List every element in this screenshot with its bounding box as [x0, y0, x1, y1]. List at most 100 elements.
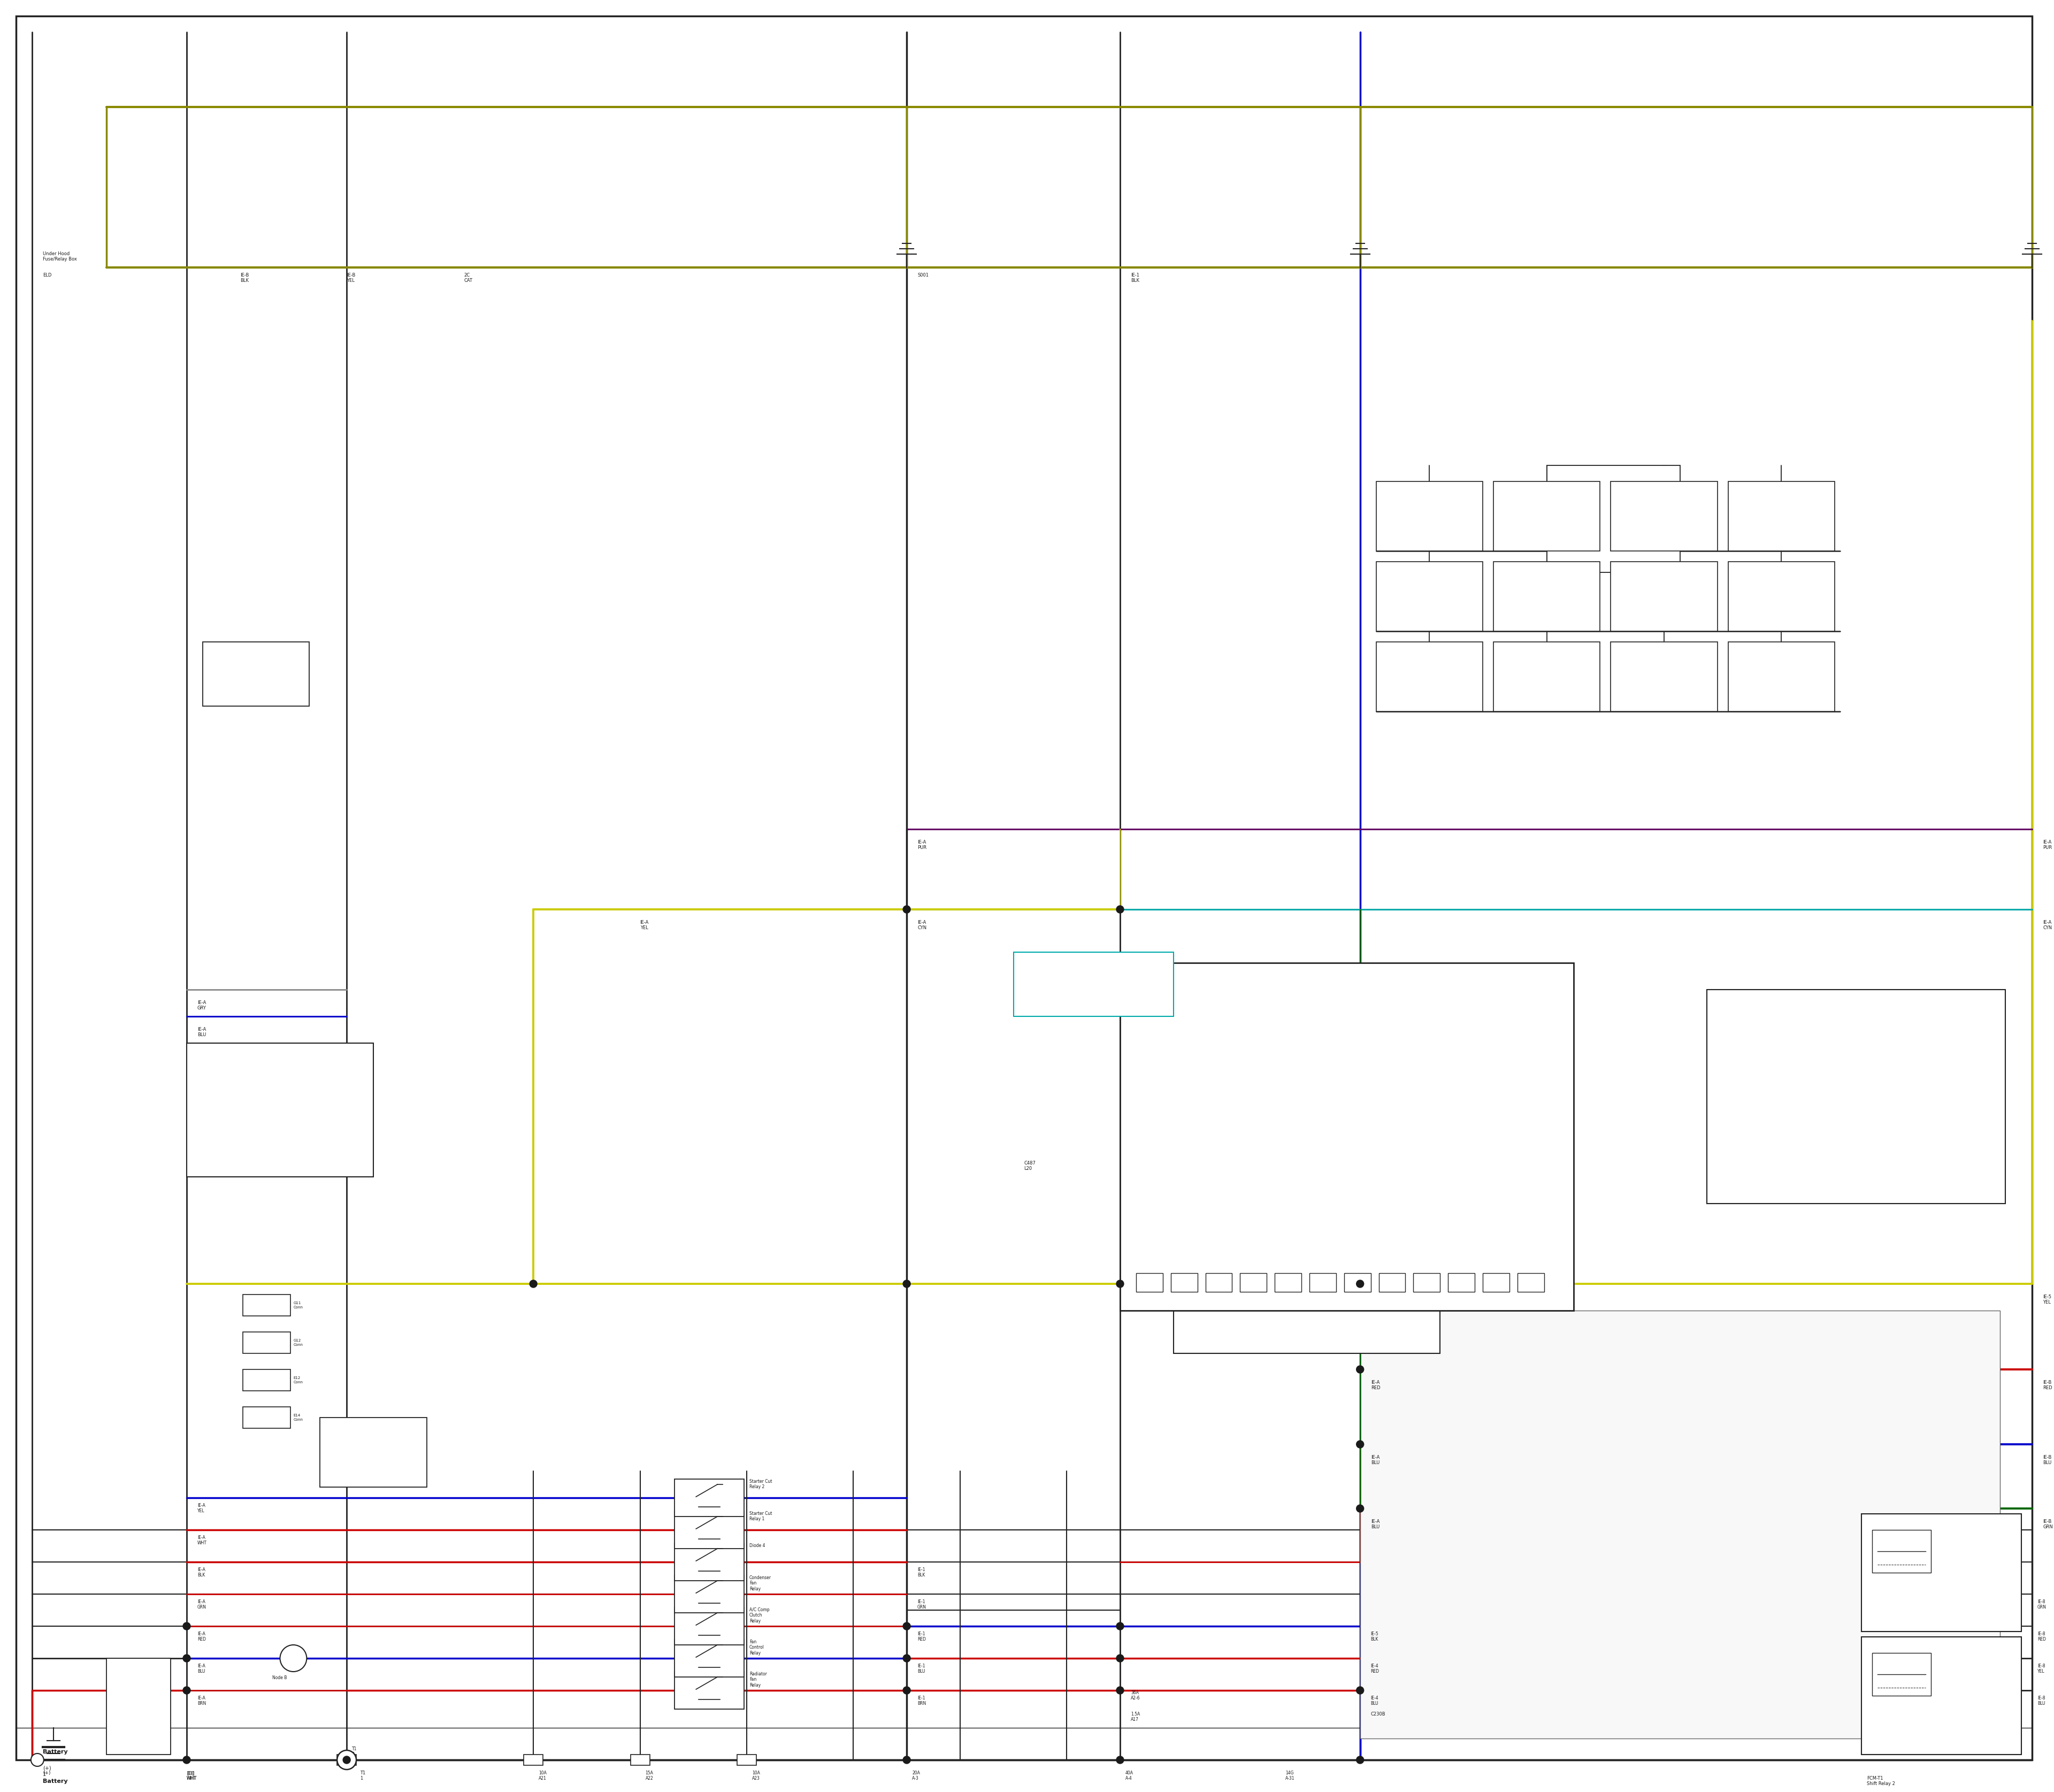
Bar	[1518, 1272, 1545, 1292]
Bar	[320, 1417, 427, 1487]
Bar	[1610, 561, 1717, 631]
Text: IE-A
BLU: IE-A BLU	[197, 1027, 205, 1038]
Text: A/C
Relay: A/C Relay	[1497, 566, 1508, 573]
Bar	[737, 1754, 756, 1765]
Text: IG2
Relay: IG2 Relay	[1380, 647, 1391, 652]
Circle shape	[904, 1622, 910, 1631]
Text: E12
Conn: E12 Conn	[294, 1376, 304, 1383]
Bar	[1206, 1272, 1232, 1292]
Text: L1: L1	[1871, 1641, 1877, 1647]
Text: Rear
Defrst
Relay: Rear Defrst Relay	[1732, 566, 1744, 577]
Bar	[1360, 1310, 2001, 1738]
Circle shape	[1356, 1279, 1364, 1288]
Text: IE-A
YEL: IE-A YEL	[1132, 1294, 1140, 1305]
Text: PGM-FI
Main
Relay 2: PGM-FI Main Relay 2	[1920, 1641, 1937, 1658]
Text: Under Hood
Fuse/Relay Box: Under Hood Fuse/Relay Box	[207, 661, 236, 668]
Text: Fuel
Inject
Relay: Fuel Inject Relay	[1380, 566, 1391, 577]
Text: 20A
A-3: 20A A-3	[912, 1770, 920, 1781]
Text: IE-A
BLU: IE-A BLU	[197, 1663, 205, 1674]
Circle shape	[904, 1756, 910, 1763]
Text: Spare
Plug: Spare Plug	[1732, 486, 1744, 493]
Text: 10A
A21: 10A A21	[538, 1770, 546, 1781]
Text: (+): (+)	[43, 1770, 51, 1776]
Text: L4: L4	[1871, 1520, 1877, 1523]
Text: Under Hood
Fuse/Relay
Box: Under Hood Fuse/Relay Box	[191, 1048, 220, 1064]
Bar	[1861, 1514, 2021, 1631]
Bar	[242, 1294, 292, 1315]
Text: 14G
A-31: 14G A-31	[1286, 1770, 1294, 1781]
Bar	[1861, 1636, 2021, 1754]
Text: Battery: Battery	[43, 1779, 68, 1785]
Text: Diode 4: Diode 4	[750, 1543, 766, 1548]
Circle shape	[904, 905, 910, 914]
Text: IE-A
PUR: IE-A PUR	[2044, 840, 2052, 849]
Text: IE-A
YEL: IE-A YEL	[641, 919, 649, 930]
Bar	[1119, 962, 1573, 1310]
Text: IPOM
T8: IPOM T8	[325, 1423, 335, 1434]
Text: [EI]
WHT: [EI] WHT	[187, 1770, 197, 1781]
Circle shape	[904, 1686, 910, 1693]
Bar	[1308, 1272, 1335, 1292]
Circle shape	[1356, 1756, 1364, 1763]
Text: Radiator Fan
Module: Radiator Fan Module	[1713, 995, 1740, 1005]
Bar	[107, 1658, 170, 1754]
Bar	[1610, 482, 1717, 550]
Circle shape	[904, 1654, 910, 1661]
Text: IE-A
BLU: IE-A BLU	[1370, 1520, 1380, 1530]
Text: Under Dash Fuse/Relay Box: Under Dash Fuse/Relay Box	[1366, 1315, 1428, 1321]
Bar	[1378, 1272, 1405, 1292]
Circle shape	[337, 1751, 355, 1769]
Text: Fuel
Pump
Relay: Fuel Pump Relay	[1614, 647, 1625, 658]
Bar	[1448, 1272, 1475, 1292]
Bar	[1376, 561, 1483, 631]
Text: IE-5
YEL: IE-5 YEL	[2044, 1294, 2052, 1305]
Text: 1.5A
A17: 1.5A A17	[1132, 1711, 1140, 1722]
Bar	[1493, 482, 1600, 550]
Bar	[1727, 482, 1834, 550]
Bar	[1871, 1530, 1931, 1573]
Bar	[1547, 466, 1680, 572]
Text: IE-A
CYN: IE-A CYN	[918, 919, 926, 930]
Bar	[1173, 1150, 1440, 1353]
Bar	[1707, 989, 2005, 1204]
Circle shape	[1356, 1366, 1364, 1373]
Bar	[1493, 642, 1600, 711]
Text: IE-A
BLU: IE-A BLU	[1370, 1455, 1380, 1466]
Text: T1
1: T1 1	[359, 1770, 366, 1781]
Bar	[337, 1754, 355, 1765]
Text: Cooling
Fan Low: Cooling Fan Low	[1380, 486, 1395, 493]
Text: IE-4
RED: IE-4 RED	[1370, 1663, 1380, 1674]
Text: IE-8
RED: IE-8 RED	[2038, 1631, 2046, 1641]
Circle shape	[343, 1756, 349, 1763]
Text: Radiator
Fan
Relay: Radiator Fan Relay	[750, 1672, 766, 1688]
Text: Cooling
Fan Med: Cooling Fan Med	[1614, 486, 1631, 493]
Text: C230B: C230B	[1370, 1711, 1386, 1717]
Text: A/C Comp
Clutch
Relay: A/C Comp Clutch Relay	[750, 1607, 770, 1624]
Text: Fan
Control
Relay: Fan Control Relay	[750, 1640, 764, 1656]
Text: IE-A
RED: IE-A RED	[197, 1631, 205, 1641]
Bar	[674, 1575, 744, 1613]
Text: ETCS
Control
Relay: ETCS Control Relay	[1920, 1520, 1937, 1536]
Bar	[674, 1478, 744, 1516]
Text: A/C
Comp
Thermal
Protect: A/C Comp Thermal Protect	[1553, 471, 1569, 493]
Circle shape	[1115, 1686, 1124, 1693]
Bar	[1171, 1272, 1197, 1292]
Text: Engine
Control
Module
(ECM): Engine Control Module (ECM)	[1126, 968, 1144, 993]
Bar	[242, 1407, 292, 1428]
Bar	[524, 1754, 542, 1765]
Text: BT-5
Current Relay: BT-5 Current Relay	[1867, 1695, 1898, 1706]
Circle shape	[183, 1686, 191, 1693]
Bar	[1013, 952, 1173, 1016]
Text: G12
Conn: G12 Conn	[294, 1339, 304, 1346]
Circle shape	[530, 1279, 536, 1288]
Text: C487
L20: C487 L20	[1019, 957, 1029, 968]
Text: Under Hood
Fuse/Relay Box: Under Hood Fuse/Relay Box	[43, 251, 76, 262]
Bar	[674, 1672, 744, 1710]
Text: IE-5
BLK: IE-5 BLK	[1370, 1631, 1378, 1641]
Bar	[674, 1511, 744, 1548]
Text: IE-1
BLK: IE-1 BLK	[918, 1568, 924, 1577]
Text: 2C
CAT: 2C CAT	[464, 272, 472, 283]
Circle shape	[183, 1654, 191, 1661]
Bar	[242, 1331, 292, 1353]
Bar	[203, 642, 310, 706]
